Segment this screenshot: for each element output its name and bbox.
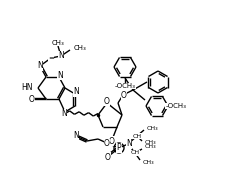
Text: O: O (121, 90, 127, 99)
Text: O: O (29, 94, 35, 104)
Text: CH₃: CH₃ (145, 144, 157, 149)
Text: O: O (105, 153, 111, 162)
Text: =: = (48, 55, 54, 61)
Text: CH₃: CH₃ (147, 126, 159, 131)
Text: N: N (126, 139, 132, 148)
Text: CH₃: CH₃ (145, 141, 157, 146)
Text: CH₃: CH₃ (52, 40, 64, 46)
Text: CH₃: CH₃ (143, 159, 155, 164)
Text: N: N (73, 88, 79, 96)
Circle shape (114, 143, 124, 153)
Text: P: P (117, 143, 121, 153)
Text: N: N (37, 62, 43, 71)
Text: -OCH₃: -OCH₃ (166, 103, 186, 109)
Text: HN: HN (21, 83, 33, 93)
Text: O: O (104, 139, 110, 148)
Text: CH₃: CH₃ (74, 45, 87, 51)
Text: CH: CH (131, 150, 140, 155)
Text: N: N (57, 71, 63, 79)
Text: N: N (73, 132, 79, 141)
Text: CH: CH (132, 133, 142, 138)
Text: O: O (104, 96, 110, 105)
Text: N: N (58, 51, 64, 61)
Text: O: O (109, 137, 115, 146)
Text: -OCH₃: -OCH₃ (115, 83, 135, 89)
Text: N: N (61, 110, 67, 119)
